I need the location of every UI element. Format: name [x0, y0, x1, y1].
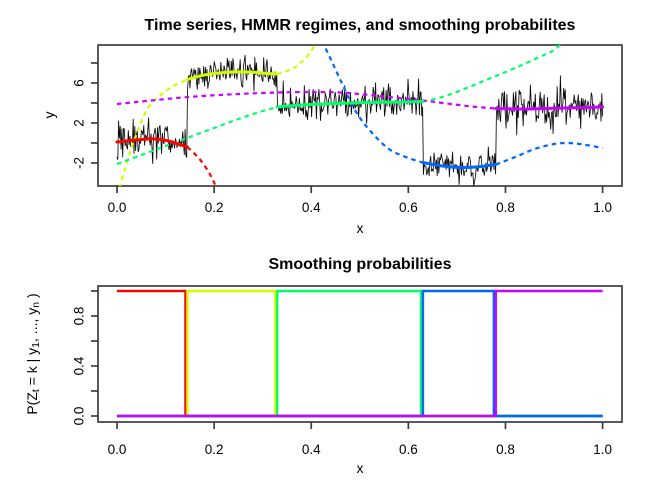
y-tick-label: 0.8	[72, 307, 87, 326]
regime-5-magenta-mean-solid	[494, 105, 605, 111]
x-tick-label: 0.2	[205, 442, 224, 457]
x-tick-label: 0.8	[496, 442, 515, 457]
bottom-chart-title: Smoothing probabilities	[268, 256, 451, 273]
y-tick-label: -2	[72, 157, 87, 169]
regime-4-blue-extrapolated-dashed	[322, 45, 424, 164]
state-5-smoothing-probability-step	[117, 289, 603, 418]
y-tick-label: 2	[72, 119, 87, 127]
x-tick-label: 0.4	[302, 200, 321, 215]
x-tick-label: 0.0	[108, 442, 127, 457]
x-tick-label: 0.6	[399, 442, 418, 457]
top-y-axis-title: y	[41, 112, 57, 119]
top-panel-axes: 0.0 0.2 0.4 0.6 0.8 1.0 -2 2 6	[72, 44, 623, 215]
top-panel-series	[115, 45, 605, 186]
state-4-smoothing-probability-step	[117, 289, 603, 418]
x-tick-label: 1.0	[593, 442, 612, 457]
plot-box	[97, 285, 623, 423]
x-tick-label: 0.4	[302, 442, 321, 457]
bottom-x-axis-title: x	[357, 460, 364, 476]
regime-2-yellow-extrapolated-dashed	[118, 78, 188, 186]
state-1-smoothing-probability-step	[117, 289, 603, 418]
state-2-smoothing-probability-step	[117, 289, 603, 418]
regime-2-yellow-mean-solid	[185, 70, 279, 81]
bottom-y-axis-title: P(Zt = k | y1, ..., yn )	[24, 293, 42, 414]
y-tick-label: 0.0	[72, 407, 87, 426]
top-x-axis-title: x	[357, 220, 364, 236]
x-tick-label: 0.2	[205, 200, 224, 215]
x-tick-label: 0.6	[399, 200, 418, 215]
regime-2-yellow-extrapolated-dashed	[276, 45, 317, 76]
top-chart-title: Time series, HMMR regimes, and smoothing…	[145, 17, 576, 34]
x-tick-label: 0.8	[496, 200, 515, 215]
regime-3-green-mean-solid	[275, 100, 425, 109]
bottom-panel-axes: 0.0 0.2 0.4 0.6 0.8 1.0 0.0 0.4 0.8	[72, 285, 623, 457]
x-tick-label: 1.0	[593, 200, 612, 215]
plot-box	[97, 44, 623, 187]
observed-time-series	[116, 55, 604, 186]
y-tick-label: 6	[72, 79, 87, 87]
y-tick-label: 0.4	[72, 356, 87, 375]
state-3-smoothing-probability-step	[117, 289, 603, 418]
bottom-panel-series	[117, 289, 603, 418]
regime-4-blue-extrapolated-dashed	[495, 141, 603, 166]
generated-plot-content: 0.0 0.2 0.4 0.6 0.8 1.0 -2 2 6 0.0 0.2 0.4 0.6 0.8 1.0…	[72, 44, 623, 457]
regime-1-red-mean-solid	[115, 137, 189, 149]
regime-3-green-extrapolated-dashed	[422, 45, 562, 103]
x-tick-label: 0.0	[108, 200, 127, 215]
regime-4-blue-mean-solid	[421, 161, 498, 170]
regime-3-green-extrapolated-dashed	[116, 105, 278, 166]
regime-1-red-extrapolated-dashed	[186, 146, 217, 186]
regime-5-magenta-extrapolated-dashed	[116, 90, 496, 110]
